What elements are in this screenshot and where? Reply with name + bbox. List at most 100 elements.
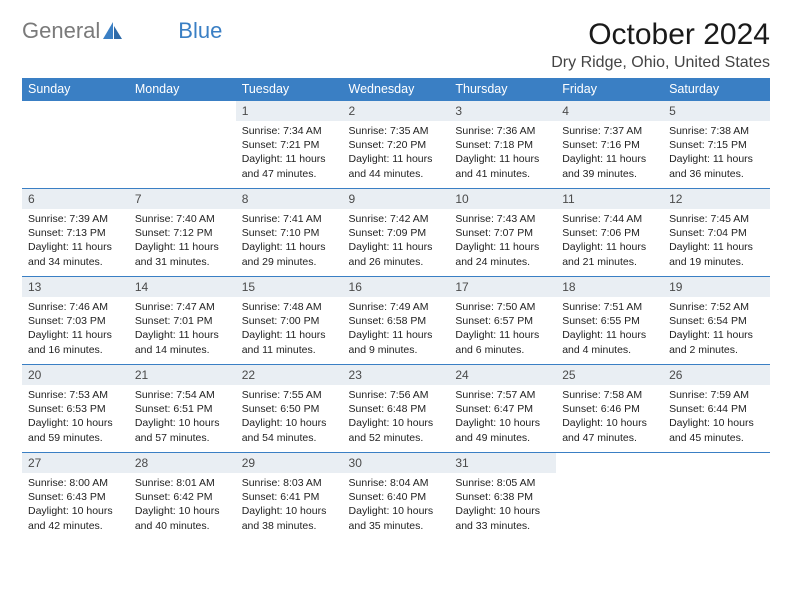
calendar-cell: 21Sunrise: 7:54 AMSunset: 6:51 PMDayligh… — [129, 365, 236, 453]
cell-body: Sunrise: 7:49 AMSunset: 6:58 PMDaylight:… — [343, 297, 450, 361]
daylight-line: Daylight: 11 hours and 16 minutes. — [28, 328, 123, 356]
daylight-line: Daylight: 10 hours and 40 minutes. — [135, 504, 230, 532]
calendar-cell: 26Sunrise: 7:59 AMSunset: 6:44 PMDayligh… — [663, 365, 770, 453]
sail-icon — [102, 21, 124, 41]
sunrise-line: Sunrise: 7:40 AM — [135, 212, 230, 226]
calendar-cell: 23Sunrise: 7:56 AMSunset: 6:48 PMDayligh… — [343, 365, 450, 453]
day-number: 24 — [449, 365, 556, 385]
day-number: 29 — [236, 453, 343, 473]
calendar-cell: 19Sunrise: 7:52 AMSunset: 6:54 PMDayligh… — [663, 277, 770, 365]
cell-body: Sunrise: 8:04 AMSunset: 6:40 PMDaylight:… — [343, 473, 450, 537]
cell-body: Sunrise: 8:05 AMSunset: 6:38 PMDaylight:… — [449, 473, 556, 537]
day-number: 20 — [22, 365, 129, 385]
calendar-cell — [556, 453, 663, 541]
day-number: 19 — [663, 277, 770, 297]
cell-body: Sunrise: 7:47 AMSunset: 7:01 PMDaylight:… — [129, 297, 236, 361]
sunrise-line: Sunrise: 8:05 AM — [455, 476, 550, 490]
daylight-line: Daylight: 10 hours and 52 minutes. — [349, 416, 444, 444]
sunset-line: Sunset: 7:10 PM — [242, 226, 337, 240]
day-number: 15 — [236, 277, 343, 297]
cell-body: Sunrise: 7:34 AMSunset: 7:21 PMDaylight:… — [236, 121, 343, 185]
sunrise-line: Sunrise: 7:42 AM — [349, 212, 444, 226]
cell-body: Sunrise: 7:55 AMSunset: 6:50 PMDaylight:… — [236, 385, 343, 449]
sunrise-line: Sunrise: 7:54 AM — [135, 388, 230, 402]
sunset-line: Sunset: 7:21 PM — [242, 138, 337, 152]
location-text: Dry Ridge, Ohio, United States — [551, 54, 770, 72]
daylight-line: Daylight: 11 hours and 29 minutes. — [242, 240, 337, 268]
sunrise-line: Sunrise: 7:47 AM — [135, 300, 230, 314]
sunrise-line: Sunrise: 7:52 AM — [669, 300, 764, 314]
calendar-cell: 27Sunrise: 8:00 AMSunset: 6:43 PMDayligh… — [22, 453, 129, 541]
cell-body: Sunrise: 7:37 AMSunset: 7:16 PMDaylight:… — [556, 121, 663, 185]
cell-body: Sunrise: 7:38 AMSunset: 7:15 PMDaylight:… — [663, 121, 770, 185]
sunset-line: Sunset: 6:42 PM — [135, 490, 230, 504]
sunset-line: Sunset: 6:57 PM — [455, 314, 550, 328]
daylight-line: Daylight: 10 hours and 38 minutes. — [242, 504, 337, 532]
day-number: 4 — [556, 101, 663, 121]
sunset-line: Sunset: 6:55 PM — [562, 314, 657, 328]
day-number: 1 — [236, 101, 343, 121]
sunrise-line: Sunrise: 8:04 AM — [349, 476, 444, 490]
daylight-line: Daylight: 11 hours and 47 minutes. — [242, 152, 337, 180]
sunset-line: Sunset: 6:46 PM — [562, 402, 657, 416]
sunrise-line: Sunrise: 7:49 AM — [349, 300, 444, 314]
cell-body: Sunrise: 7:54 AMSunset: 6:51 PMDaylight:… — [129, 385, 236, 449]
calendar-cell: 22Sunrise: 7:55 AMSunset: 6:50 PMDayligh… — [236, 365, 343, 453]
calendar-cell: 15Sunrise: 7:48 AMSunset: 7:00 PMDayligh… — [236, 277, 343, 365]
calendar-cell: 14Sunrise: 7:47 AMSunset: 7:01 PMDayligh… — [129, 277, 236, 365]
day-number: 13 — [22, 277, 129, 297]
calendar-cell: 24Sunrise: 7:57 AMSunset: 6:47 PMDayligh… — [449, 365, 556, 453]
sunset-line: Sunset: 7:16 PM — [562, 138, 657, 152]
calendar-cell: 7Sunrise: 7:40 AMSunset: 7:12 PMDaylight… — [129, 189, 236, 277]
col-saturday: Saturday — [663, 78, 770, 101]
sunrise-line: Sunrise: 7:35 AM — [349, 124, 444, 138]
sunset-line: Sunset: 6:53 PM — [28, 402, 123, 416]
sunset-line: Sunset: 6:47 PM — [455, 402, 550, 416]
day-number: 2 — [343, 101, 450, 121]
cell-body: Sunrise: 7:42 AMSunset: 7:09 PMDaylight:… — [343, 209, 450, 273]
calendar-body: 1Sunrise: 7:34 AMSunset: 7:21 PMDaylight… — [22, 101, 770, 541]
sunrise-line: Sunrise: 7:38 AM — [669, 124, 764, 138]
sunset-line: Sunset: 7:03 PM — [28, 314, 123, 328]
calendar-cell: 11Sunrise: 7:44 AMSunset: 7:06 PMDayligh… — [556, 189, 663, 277]
col-sunday: Sunday — [22, 78, 129, 101]
cell-body: Sunrise: 7:51 AMSunset: 6:55 PMDaylight:… — [556, 297, 663, 361]
daylight-line: Daylight: 10 hours and 59 minutes. — [28, 416, 123, 444]
daylight-line: Daylight: 10 hours and 42 minutes. — [28, 504, 123, 532]
calendar-row: 6Sunrise: 7:39 AMSunset: 7:13 PMDaylight… — [22, 189, 770, 277]
daylight-line: Daylight: 11 hours and 44 minutes. — [349, 152, 444, 180]
daylight-line: Daylight: 10 hours and 54 minutes. — [242, 416, 337, 444]
daylight-line: Daylight: 11 hours and 34 minutes. — [28, 240, 123, 268]
day-number: 12 — [663, 189, 770, 209]
sunrise-line: Sunrise: 7:57 AM — [455, 388, 550, 402]
daylight-line: Daylight: 11 hours and 4 minutes. — [562, 328, 657, 356]
day-number: 30 — [343, 453, 450, 473]
page-title: October 2024 — [551, 18, 770, 52]
calendar-row: 27Sunrise: 8:00 AMSunset: 6:43 PMDayligh… — [22, 453, 770, 541]
header: General Blue October 2024 Dry Ridge, Ohi… — [22, 18, 770, 72]
cell-body: Sunrise: 7:44 AMSunset: 7:06 PMDaylight:… — [556, 209, 663, 273]
cell-body: Sunrise: 7:45 AMSunset: 7:04 PMDaylight:… — [663, 209, 770, 273]
day-number: 25 — [556, 365, 663, 385]
sunset-line: Sunset: 6:44 PM — [669, 402, 764, 416]
sunset-line: Sunset: 6:38 PM — [455, 490, 550, 504]
day-number: 7 — [129, 189, 236, 209]
daylight-line: Daylight: 11 hours and 21 minutes. — [562, 240, 657, 268]
calendar-cell: 10Sunrise: 7:43 AMSunset: 7:07 PMDayligh… — [449, 189, 556, 277]
daylight-line: Daylight: 11 hours and 41 minutes. — [455, 152, 550, 180]
sunrise-line: Sunrise: 7:41 AM — [242, 212, 337, 226]
sunset-line: Sunset: 6:58 PM — [349, 314, 444, 328]
cell-body: Sunrise: 7:41 AMSunset: 7:10 PMDaylight:… — [236, 209, 343, 273]
daylight-line: Daylight: 10 hours and 47 minutes. — [562, 416, 657, 444]
sunrise-line: Sunrise: 7:37 AM — [562, 124, 657, 138]
calendar-cell: 16Sunrise: 7:49 AMSunset: 6:58 PMDayligh… — [343, 277, 450, 365]
calendar-row: 20Sunrise: 7:53 AMSunset: 6:53 PMDayligh… — [22, 365, 770, 453]
daylight-line: Daylight: 11 hours and 26 minutes. — [349, 240, 444, 268]
sunrise-line: Sunrise: 8:00 AM — [28, 476, 123, 490]
sunrise-line: Sunrise: 7:50 AM — [455, 300, 550, 314]
sunrise-line: Sunrise: 7:56 AM — [349, 388, 444, 402]
col-tuesday: Tuesday — [236, 78, 343, 101]
sunrise-line: Sunrise: 7:48 AM — [242, 300, 337, 314]
col-wednesday: Wednesday — [343, 78, 450, 101]
sunset-line: Sunset: 6:43 PM — [28, 490, 123, 504]
